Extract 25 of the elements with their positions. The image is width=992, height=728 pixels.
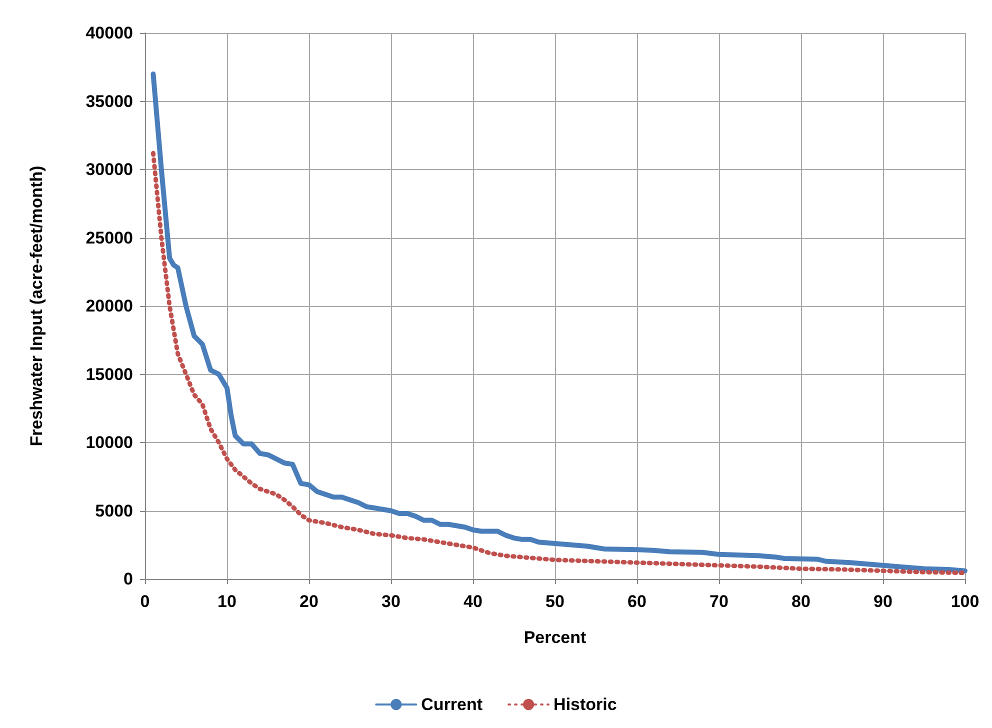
y-tick-label: 30000 (86, 160, 133, 179)
x-tick-label: 30 (382, 592, 400, 611)
y-tick-label: 35000 (86, 92, 133, 111)
y-tick-label: 15000 (86, 364, 133, 384)
y-tick-label: 0 (124, 570, 133, 588)
x-tick-label: 10 (218, 592, 236, 611)
legend-label: Current (421, 695, 483, 714)
y-tick-label: 25000 (86, 228, 133, 248)
x-tick-label: 40 (464, 592, 482, 611)
x-tick-label: 50 (546, 592, 564, 611)
x-tick-label: 90 (874, 592, 892, 611)
y-tick-label: 40000 (86, 24, 133, 42)
x-tick-label: 20 (300, 592, 318, 611)
x-tick-label: 100 (950, 592, 980, 611)
x-tick-label: 60 (628, 592, 646, 611)
y-tick-label: 20000 (86, 296, 133, 316)
x-tick-label: 0 (140, 592, 150, 611)
y-tick-label: 5000 (95, 501, 133, 520)
y-tick-label: 10000 (86, 433, 133, 452)
x-tick-label: 70 (710, 592, 728, 611)
y-axis-title: Freshwater Input (acre-feet/month) (27, 166, 46, 446)
line-series (150, 150, 968, 576)
legend-label: Historic (554, 695, 617, 714)
x-tick-label: 80 (792, 592, 810, 611)
x-axis-title: Percent (524, 628, 587, 647)
